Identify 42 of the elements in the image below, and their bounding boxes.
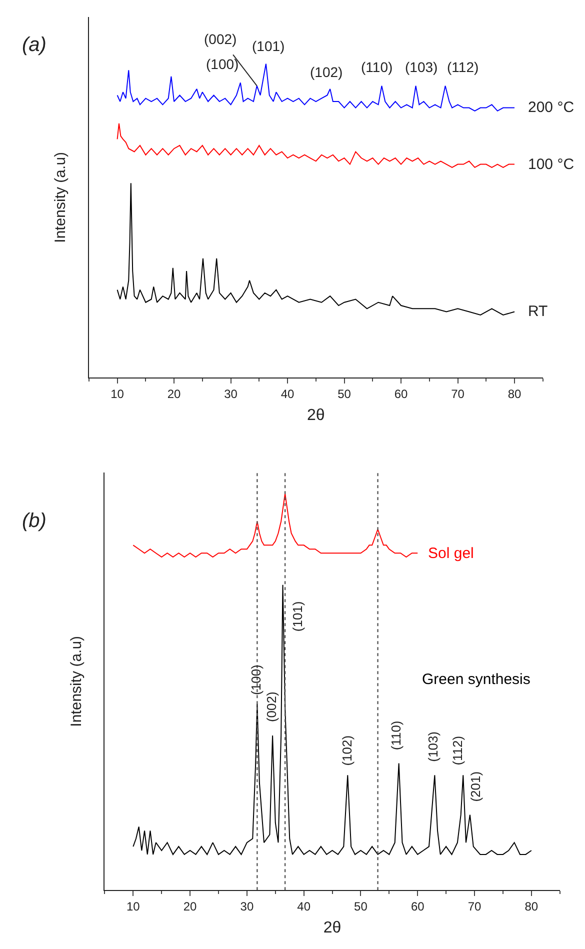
series-label: 200 °C (528, 99, 574, 116)
x-tick-label: 70 (451, 387, 465, 402)
x-tick-label: 70 (468, 900, 482, 914)
x-tick-label: 50 (354, 900, 368, 914)
x-tick-label: 30 (240, 900, 254, 914)
annotation: (103) (405, 59, 438, 75)
x-axis-title: 2θ (307, 406, 325, 424)
x-tick-label: 10 (126, 900, 140, 914)
x-tick-label: 10 (110, 387, 124, 402)
text: (b) (22, 510, 46, 532)
annotation: (112) (450, 736, 465, 766)
annotation: (102) (310, 64, 343, 80)
annotation: (103) (426, 731, 441, 762)
x-tick-label: 40 (280, 387, 295, 402)
series-label: Sol gel (428, 545, 474, 562)
series-label: RT (528, 303, 548, 320)
x-tick-label: 80 (508, 387, 522, 402)
text: Green synthesis (422, 671, 530, 688)
x-tick-label: 60 (410, 900, 425, 914)
annotation: (002) (264, 692, 280, 722)
annotation: (102) (339, 735, 354, 766)
x-tick-label: 50 (338, 387, 352, 402)
x-tick-label: 20 (167, 387, 182, 402)
x-tick-label: 60 (394, 387, 408, 402)
x-tick-label: 40 (297, 900, 311, 914)
annotation: (100) (248, 664, 264, 695)
x-axis-title: 2θ (323, 919, 342, 936)
series-label: 100 °C (528, 156, 574, 173)
annotation: (201) (468, 771, 484, 802)
annotation: (101) (290, 601, 305, 632)
y-axis-title: Intensity (a.u) (68, 636, 85, 727)
annotation: (002) (204, 31, 237, 47)
annotation: (110) (388, 720, 404, 750)
x-tick-label: 20 (183, 900, 198, 914)
annotation: (110) (361, 59, 393, 75)
annotation: (100) (206, 56, 239, 72)
text: (a) (22, 34, 46, 56)
x-tick-label: 80 (524, 900, 538, 914)
x-tick-label: 30 (224, 387, 238, 402)
annotation: (112) (447, 59, 479, 75)
annotation: (101) (252, 38, 285, 54)
y-axis-title: Intensity (a.u) (52, 152, 70, 243)
